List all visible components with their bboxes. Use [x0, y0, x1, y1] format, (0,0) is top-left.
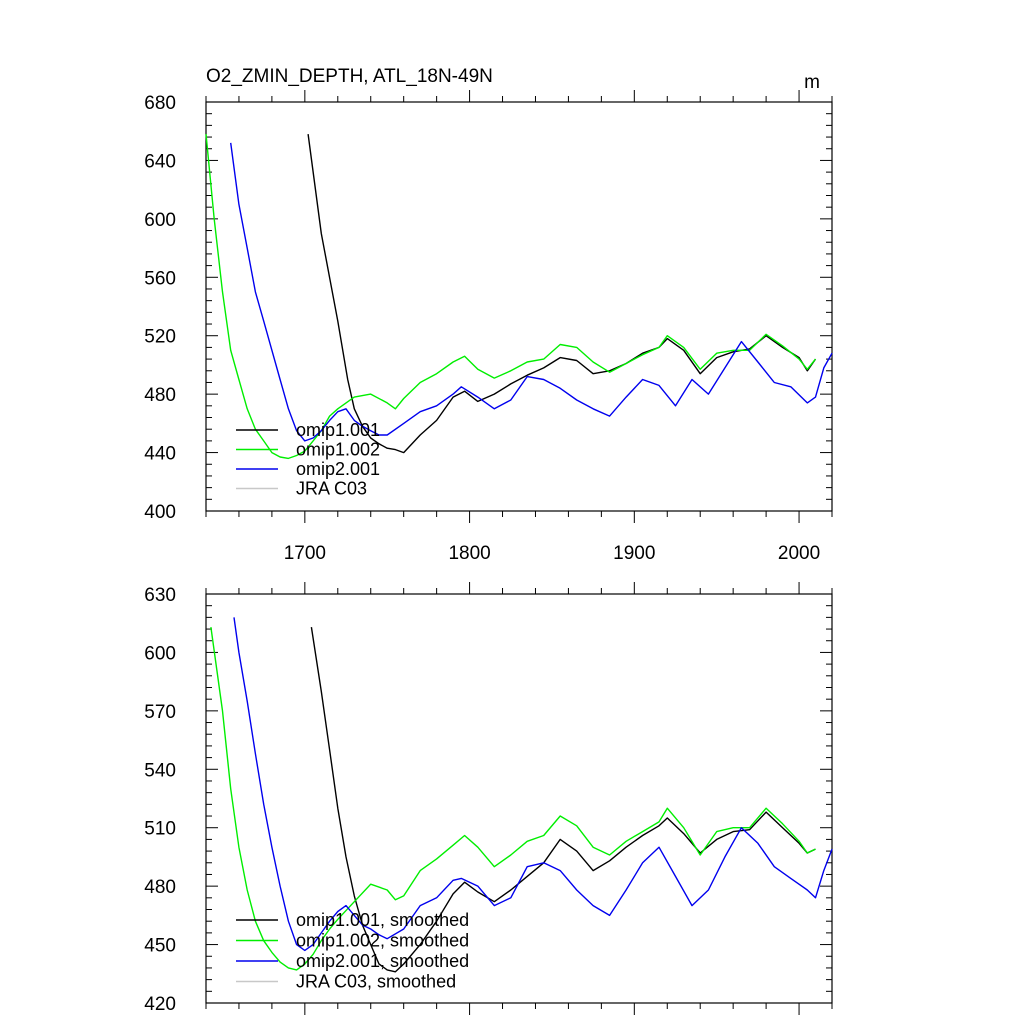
x-tick-label: 1800: [448, 543, 490, 564]
y-tick-label: 520: [144, 327, 176, 348]
series-line-omip1-001-smoothed: [310, 626, 816, 973]
y-tick-label: 570: [144, 702, 176, 723]
y-tick-label: 600: [144, 210, 176, 231]
legend-label: omip1.001: [296, 420, 380, 440]
units-label: m: [804, 72, 820, 93]
x-tick-label: 1900: [613, 543, 655, 564]
y-tick-label: 600: [144, 643, 176, 664]
y-tick-label: 480: [144, 385, 176, 406]
series-line-omip2-001-smoothed: [233, 617, 833, 952]
x-tick-label: 1700: [284, 543, 326, 564]
legend-label: omip2.001: [296, 459, 380, 479]
y-tick-label: 680: [144, 93, 176, 114]
top-panel: O2_ZMIN_DEPTH, ATL_18N-49N m 400 440 480 520 5…: [144, 66, 833, 564]
y-tick-label: 640: [144, 151, 176, 172]
y-tick-label: 440: [144, 444, 176, 465]
y-tick-label: 630: [144, 585, 176, 606]
y-tick-label: 560: [144, 268, 176, 289]
y-tick-label: 420: [144, 994, 176, 1015]
plot-frame: [205, 101, 833, 512]
bottom-panel: 420 450 480 510 540 570 600 630 omip1.001, smoot…: [144, 582, 833, 1015]
legend-label: JRA C03, smoothed: [296, 972, 456, 992]
legend-label: omip1.002, smoothed: [296, 931, 469, 951]
chart-title: O2_ZMIN_DEPTH, ATL_18N-49N: [206, 66, 493, 87]
y-tick-label: 480: [144, 877, 176, 898]
legend-label: omip1.002: [296, 440, 380, 460]
series-line-omip2-001: [230, 142, 833, 442]
series-line-omip1-002: [205, 134, 817, 460]
y-tick-label: 450: [144, 936, 176, 957]
series-line-omip1-001: [307, 134, 817, 454]
x-tick-label: 2000: [778, 543, 820, 564]
legend-label: omip2.001, smoothed: [296, 951, 469, 971]
series-line-omip1-002-smoothed: [210, 627, 816, 971]
y-tick-label: 540: [144, 760, 176, 781]
y-tick-label: 400: [144, 502, 176, 523]
legend-label: JRA C03: [296, 479, 367, 499]
y-tick-label: 510: [144, 819, 176, 840]
legend-label: omip1.001, smoothed: [296, 910, 469, 930]
plot-frame: [205, 593, 833, 1004]
